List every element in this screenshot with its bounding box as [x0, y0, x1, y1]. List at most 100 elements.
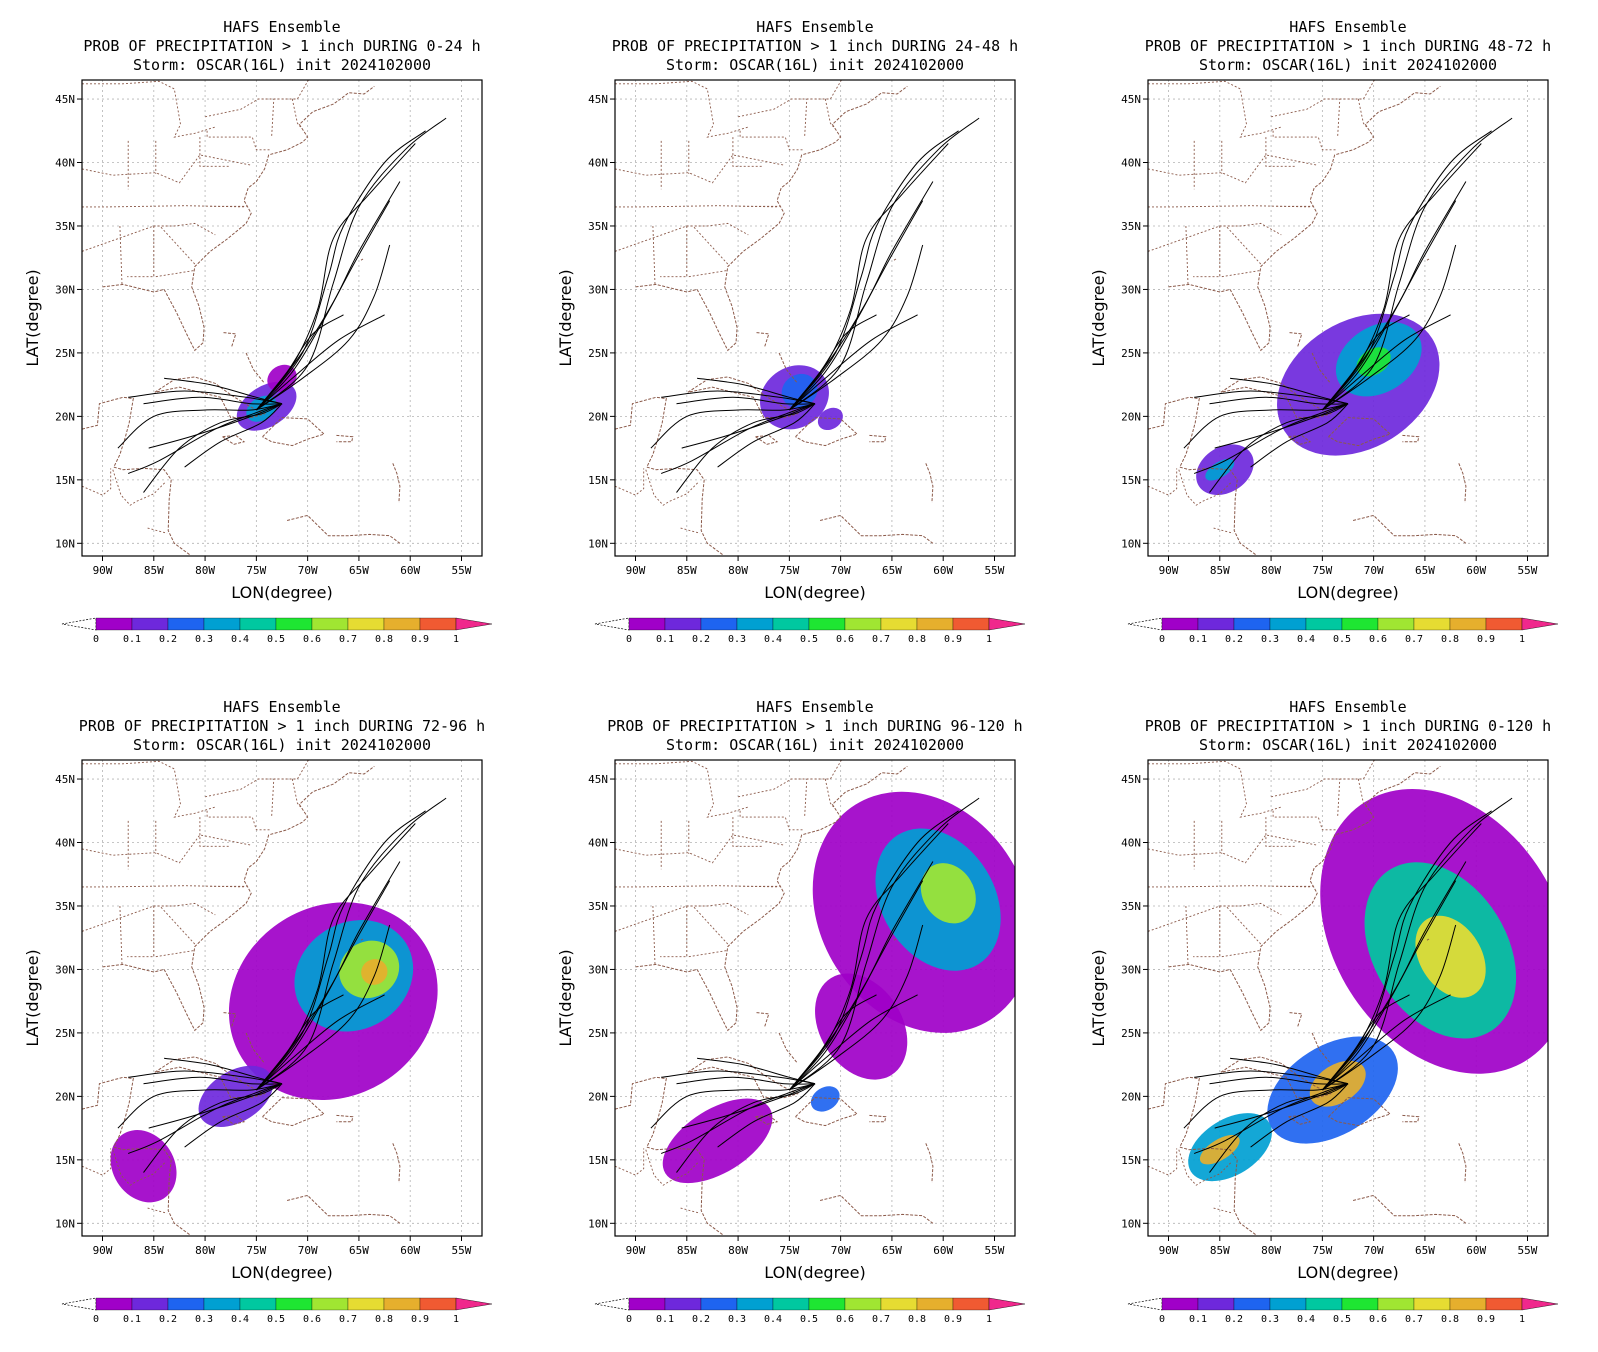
- panel-4: HAFS Ensemble PROB OF PRECIPITATION > 1 …: [556, 698, 1026, 1325]
- x-tick-label: 85W: [677, 1244, 697, 1257]
- colorbar-swatch: [1449, 1297, 1487, 1311]
- ensemble-track: [143, 396, 283, 405]
- colorbar-label: 1: [1519, 1314, 1525, 1325]
- x-axis-label: LON(degree): [231, 583, 332, 602]
- x-tick-label: 60W: [933, 1244, 953, 1257]
- state-border: [615, 1148, 645, 1176]
- state-border: [82, 468, 112, 496]
- colorbar-swatch: [1485, 617, 1523, 631]
- coastline: [1328, 1097, 1392, 1127]
- x-tick-label: 60W: [1466, 564, 1486, 577]
- coastline: [778, 1032, 798, 1064]
- colorbar-swatch: [419, 1297, 457, 1311]
- colorbar-label: 0.3: [1261, 1314, 1279, 1325]
- ensemble-track: [789, 130, 959, 411]
- colorbar-label: 0.7: [872, 634, 890, 645]
- colorbar-label: 0.8: [1441, 634, 1459, 645]
- x-tick-label: 85W: [1210, 564, 1230, 577]
- y-tick-label: 35N: [588, 900, 608, 913]
- coastline: [262, 1097, 326, 1127]
- ensemble-track: [184, 403, 283, 468]
- y-tick-label: 10N: [588, 1217, 608, 1230]
- ensemble-track: [1194, 1070, 1349, 1085]
- ensemble-track: [256, 117, 447, 411]
- colorbar-label: 0.8: [908, 1314, 926, 1325]
- colorbar-swatch: [347, 617, 385, 631]
- colorbar-swatch: [95, 1297, 133, 1311]
- colorbar-swatch: [275, 1297, 313, 1311]
- colorbar-swatch: [131, 1297, 169, 1311]
- colorbar-under-arrow: [61, 1297, 97, 1311]
- ensemble-track: [789, 200, 924, 411]
- x-tick-label: 70W: [831, 1244, 851, 1257]
- x-tick-label: 90W: [626, 564, 646, 577]
- state-border: [1213, 527, 1234, 534]
- x-tick-label: 70W: [831, 564, 851, 577]
- x-tick-label: 55W: [452, 1244, 472, 1257]
- colorbar-label: 0.1: [656, 634, 674, 645]
- colorbar-swatch: [1197, 617, 1235, 631]
- map-plot-area: [615, 760, 1015, 1236]
- state-border: [1337, 98, 1341, 136]
- state-border: [652, 225, 656, 285]
- y-tick-label: 35N: [588, 220, 608, 233]
- x-tick-label: 90W: [93, 564, 113, 577]
- precip-prob-area: [1205, 458, 1235, 481]
- colorbar-over-arrow: [988, 1297, 1026, 1311]
- y-tick-label: 20N: [588, 1090, 608, 1103]
- colorbar-label: 0.2: [692, 634, 710, 645]
- state-border: [615, 834, 784, 864]
- panel-5: HAFS Ensemble PROB OF PRECIPITATION > 1 …: [1089, 698, 1559, 1325]
- state-border: [804, 778, 808, 816]
- state-border: [1226, 226, 1262, 265]
- x-tick-label: 75W: [1312, 564, 1332, 577]
- map-plot-area: [615, 80, 1015, 556]
- state-border: [82, 834, 251, 864]
- state-border: [1193, 226, 1221, 278]
- y-tick-label: 25N: [1121, 347, 1141, 360]
- state-border: [199, 817, 229, 847]
- colorbar-label: 0.5: [800, 634, 818, 645]
- x-tick-label: 65W: [882, 564, 902, 577]
- coastline: [245, 352, 265, 384]
- panel-title-line3: Storm: OSCAR(16L) init 2024102000: [666, 56, 964, 74]
- state-border: [824, 778, 834, 808]
- y-tick-label: 40N: [1121, 157, 1141, 170]
- precip-prob-area: [920, 863, 976, 924]
- colorbar-under-arrow: [594, 617, 630, 631]
- ensemble-track: [1214, 1083, 1349, 1129]
- axis-ticks: 90W 85W 80W 75W 70W 65W 60W 55W 10N 15N 20N 25N 30N 3…: [1121, 773, 1538, 1257]
- y-tick-label: 10N: [588, 537, 608, 550]
- colorbar-swatch: [1485, 1297, 1523, 1311]
- precip-prob-area: [1199, 1134, 1240, 1165]
- panel-title-line2: PROB OF PRECIPITATION > 1 inch DURING 72…: [79, 717, 485, 735]
- state-border: [1271, 760, 1375, 798]
- ensemble-track: [789, 117, 980, 411]
- state-border: [738, 80, 842, 118]
- colorbar-label: 0.4: [1297, 1314, 1315, 1325]
- colorbar-over-arrow: [988, 617, 1026, 631]
- ensemble-track: [1250, 403, 1349, 468]
- state-border: [1357, 98, 1367, 128]
- colorbar-swatch: [1269, 1297, 1307, 1311]
- panel-title-line1: HAFS Ensemble: [1289, 698, 1406, 716]
- y-axis-label: LAT(degree): [1089, 269, 1108, 366]
- ensemble-track: [789, 810, 959, 1091]
- ensemble-track: [1322, 200, 1457, 411]
- state-border: [82, 760, 216, 818]
- x-tick-label: 65W: [349, 564, 369, 577]
- coastline: [360, 258, 364, 261]
- state-border: [199, 137, 229, 167]
- y-tick-label: 35N: [1121, 900, 1141, 913]
- colorbar-label: 0.7: [872, 1314, 890, 1325]
- colorbar-label: 0: [626, 1314, 632, 1325]
- x-tick-label: 80W: [728, 1244, 748, 1257]
- colorbar-label: 0.7: [1405, 1314, 1423, 1325]
- state-border: [680, 1207, 701, 1214]
- y-tick-label: 20N: [55, 1090, 75, 1103]
- ensemble-track: [1322, 130, 1492, 411]
- x-tick-label: 65W: [882, 1244, 902, 1257]
- y-tick-label: 40N: [55, 157, 75, 170]
- state-border: [160, 226, 196, 265]
- x-tick-label: 75W: [779, 1244, 799, 1257]
